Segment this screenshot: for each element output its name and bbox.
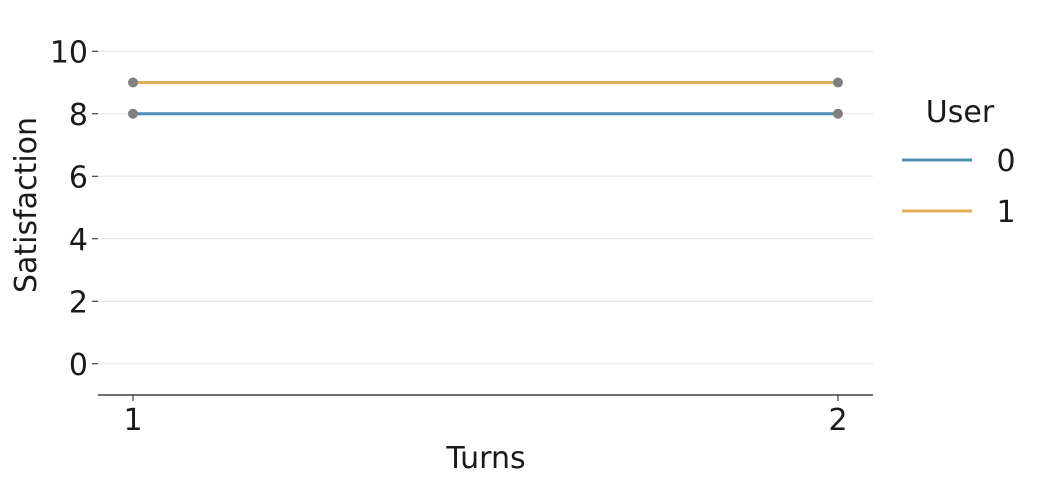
legend-title: User (926, 95, 995, 130)
series-lines (133, 81, 838, 116)
x-tick-label: 2 (828, 403, 847, 438)
data-point (128, 77, 138, 88)
data-point (128, 108, 138, 119)
grid (98, 50, 873, 365)
y-tick-label: 4 (69, 223, 88, 258)
x-axis-title: Turns (445, 441, 525, 476)
y-tick-label: 0 (69, 348, 88, 383)
y-axis-title: Satisfaction (9, 117, 44, 293)
y-tick-label: 2 (69, 285, 88, 320)
data-points (128, 77, 843, 119)
y-tick-label: 10 (50, 35, 88, 70)
y-tick-label: 8 (69, 98, 88, 133)
data-point (833, 108, 843, 119)
data-point (833, 77, 843, 88)
y-tick-label: 6 (69, 160, 88, 195)
x-tick-label: 1 (123, 403, 142, 438)
legend-items: 01 (902, 144, 1016, 230)
legend: User 01 (902, 95, 1016, 230)
legend-label-1: 1 (996, 195, 1015, 230)
legend-label-0: 0 (996, 144, 1015, 179)
y-axis-ticks: 0 2 4 6 8 10 (50, 35, 98, 383)
